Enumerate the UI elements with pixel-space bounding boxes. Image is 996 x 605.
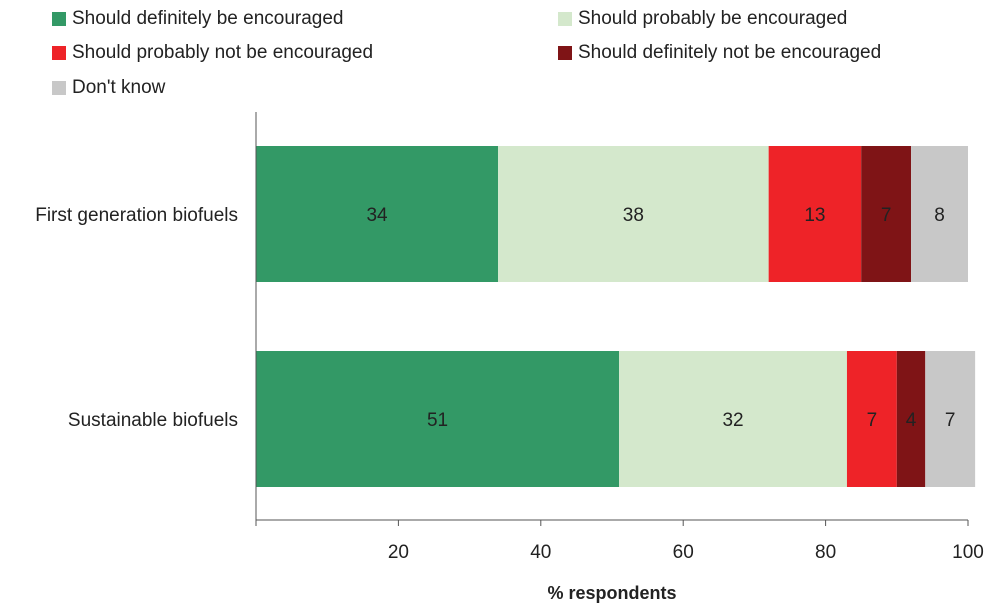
legend-item-probably-encouraged: Should probably be encouraged: [558, 8, 847, 30]
data-label: 13: [804, 205, 825, 226]
data-label: 8: [934, 205, 945, 226]
legend-item-definitely-not-encouraged: Should definitely not be encouraged: [558, 42, 881, 64]
legend-item-probably-not-encouraged: Should probably not be encouraged: [52, 42, 373, 64]
category-label: Sustainable biofuels: [68, 410, 238, 431]
x-tick-label: 80: [815, 542, 836, 563]
legend-swatch: [52, 46, 66, 60]
x-tick-label: 40: [530, 542, 551, 563]
legend-swatch: [52, 12, 66, 26]
legend-item-dont-know: Don't know: [52, 77, 165, 99]
x-tick-label: 100: [952, 542, 984, 563]
legend: Should definitely be encouraged Should p…: [52, 4, 982, 100]
legend-swatch: [558, 12, 572, 26]
x-tick-label: 60: [673, 542, 694, 563]
bar-segment: [846, 351, 897, 487]
data-label: 51: [427, 410, 448, 431]
legend-swatch: [558, 46, 572, 60]
legend-label: Should definitely be encouraged: [72, 8, 344, 29]
bar-segment: [925, 351, 976, 487]
category-label: First generation biofuels: [35, 205, 238, 226]
bar-segment: [256, 351, 620, 487]
data-label: 34: [366, 205, 388, 226]
data-label: 32: [722, 410, 743, 431]
data-label: 7: [881, 205, 892, 226]
legend-label: Should probably be encouraged: [578, 8, 848, 29]
data-label: 7: [945, 410, 956, 431]
bar-segment: [911, 146, 968, 282]
legend-item-definitely-encouraged: Should definitely be encouraged: [52, 8, 343, 30]
bar-segment: [256, 146, 499, 282]
x-tick-label: 20: [388, 542, 409, 563]
bar-segment: [768, 146, 862, 282]
bar-segment: [619, 351, 847, 487]
bar-segment: [896, 351, 926, 487]
bar-segment: [861, 146, 912, 282]
legend-swatch: [52, 81, 66, 95]
data-label: 7: [867, 410, 878, 431]
bar-segment: [498, 146, 769, 282]
legend-label: Should definitely not be encouraged: [578, 42, 882, 63]
data-label: 38: [623, 205, 644, 226]
legend-label: Should probably not be encouraged: [72, 42, 374, 63]
data-label: 4: [906, 410, 917, 431]
x-axis-title: % respondents: [547, 583, 676, 603]
legend-label: Don't know: [72, 77, 166, 98]
